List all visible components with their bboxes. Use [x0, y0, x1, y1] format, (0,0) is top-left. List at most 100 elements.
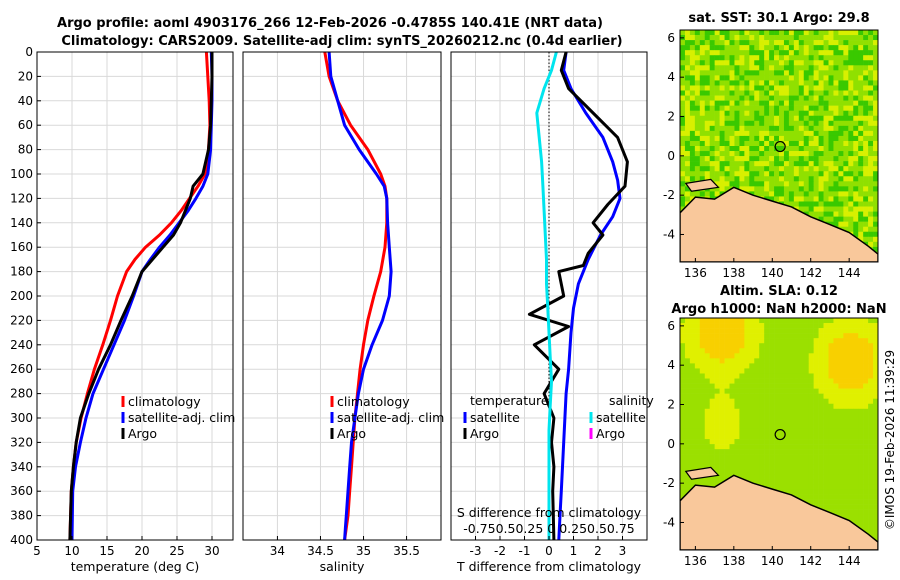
map-cell [699, 403, 706, 410]
map-cell [808, 474, 814, 480]
map-cell [828, 434, 834, 440]
map-cell [754, 151, 760, 157]
map-cell [759, 75, 765, 81]
map-cell [823, 413, 829, 420]
map-cell [873, 75, 878, 81]
map-cell [803, 423, 809, 430]
map-cell [833, 428, 839, 435]
map-cell [858, 434, 864, 440]
land-mass [680, 186, 878, 262]
map-cell [868, 504, 874, 510]
map-cell [749, 343, 755, 349]
map-cell [729, 343, 735, 349]
map-cell [684, 140, 691, 147]
map-cell [729, 85, 735, 91]
map-cell [749, 100, 755, 106]
map-cell [848, 444, 854, 450]
map-cell [813, 186, 819, 192]
map-cell [719, 353, 725, 359]
map-cell [709, 343, 715, 349]
map-cell [719, 95, 725, 101]
map-cell [734, 181, 740, 187]
map-cell [779, 418, 785, 425]
map-cell [694, 444, 701, 450]
map-cell [764, 444, 770, 450]
map-cell [803, 398, 809, 405]
map-cell [828, 171, 834, 177]
island [684, 178, 720, 192]
map-cell [858, 45, 864, 51]
map-cell [788, 444, 795, 450]
map-cell [833, 40, 839, 46]
map-cell [714, 110, 720, 117]
map-cell [724, 115, 730, 122]
map-cell [744, 120, 750, 127]
map-cell [838, 156, 844, 162]
map-cell [704, 398, 710, 405]
map-cell [848, 146, 854, 152]
map-cell [680, 439, 686, 445]
map-cell [729, 348, 735, 354]
map-cell [788, 489, 795, 495]
map-cell [744, 115, 750, 122]
map-cell [719, 50, 725, 56]
map-cell [803, 459, 809, 465]
map-cell [873, 464, 878, 470]
map-cell [793, 449, 800, 455]
map-cell [729, 30, 735, 36]
map-cell [808, 464, 814, 470]
map-cell [823, 211, 829, 217]
map-cell [684, 388, 691, 394]
map-cell [813, 479, 819, 485]
map-cell [719, 428, 725, 435]
map-cell [873, 368, 878, 374]
map-cell [680, 151, 686, 157]
map-cell [828, 368, 834, 374]
map-cell [759, 140, 765, 147]
map-cell [739, 323, 745, 329]
map-cell [754, 80, 760, 86]
map-cell [868, 120, 874, 127]
map-cell [709, 413, 715, 420]
map-cell [798, 120, 805, 127]
map-cell [843, 388, 849, 394]
map-cell [853, 186, 859, 192]
map-cell [694, 449, 701, 455]
map-cell [699, 176, 706, 182]
map-cell [729, 383, 735, 389]
map-cell [694, 120, 701, 127]
map-cell [853, 201, 859, 207]
x-tick-label: 2 [594, 544, 602, 558]
map-cell [858, 146, 864, 152]
map-cell [689, 403, 696, 410]
map-cell [843, 206, 849, 212]
map-cell [823, 151, 829, 157]
map-cell [848, 514, 854, 521]
map-cell [818, 459, 824, 465]
map-cell [729, 166, 735, 172]
map-cell [694, 348, 701, 354]
map-cell [843, 55, 849, 61]
map-cell [813, 30, 819, 36]
map-cell [858, 504, 864, 510]
map-cell [709, 85, 715, 91]
map-cell [868, 216, 874, 222]
map-cell [769, 95, 775, 101]
map-cell [813, 398, 819, 405]
map-cell [769, 196, 775, 202]
map-cell [853, 211, 859, 217]
map-cell [828, 45, 834, 51]
map-cell [684, 146, 691, 152]
map-cell [754, 469, 760, 475]
map-cell [783, 449, 790, 455]
map-cell [858, 140, 864, 147]
map-cell [734, 418, 740, 425]
map-cell [744, 328, 750, 334]
map-cell [848, 479, 854, 485]
map-cell [759, 388, 765, 394]
map-cell [803, 494, 809, 500]
map-cell [699, 146, 706, 152]
map-cell [739, 388, 745, 394]
map-cell [808, 358, 814, 364]
map-cell [833, 343, 839, 349]
